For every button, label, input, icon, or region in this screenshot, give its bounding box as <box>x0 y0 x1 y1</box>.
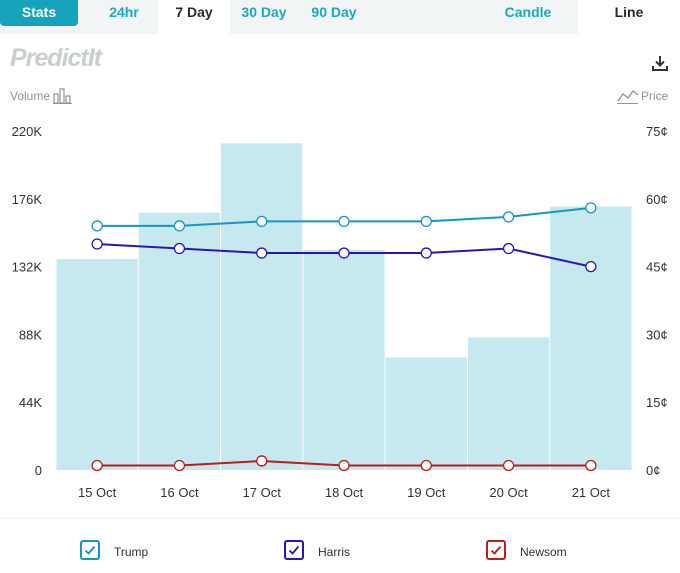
series-point-newsom <box>338 459 350 472</box>
tab-30-day[interactable]: 30 Day <box>241 4 287 20</box>
volume-bar <box>56 258 138 470</box>
series-point-newsom <box>585 459 597 472</box>
series-point-harris <box>173 242 186 255</box>
price-tick-label: 60¢ <box>646 192 668 207</box>
series-point-newsom <box>91 459 103 472</box>
legend-label: Newsom <box>520 545 567 559</box>
checkmark-icon <box>84 545 96 555</box>
price-axis-label: Price <box>641 89 669 103</box>
period-tab-bar: Stats 24hr 7 Day 30 Day 90 Day Candle Li… <box>0 0 680 34</box>
legend-label: Harris <box>318 545 350 559</box>
x-tick-label: 16 Oct <box>160 485 199 500</box>
volume-bar <box>138 212 221 470</box>
series-point-harris <box>338 247 350 259</box>
volume-bar <box>467 337 550 470</box>
x-tick-label: 19 Oct <box>407 485 446 500</box>
price-tick-label: 45¢ <box>646 260 668 275</box>
tab-24hr[interactable]: 24hr <box>109 4 139 20</box>
series-point-harris <box>256 247 268 259</box>
x-tick-label: 17 Oct <box>243 485 282 500</box>
tab-7-day[interactable]: 7 Day <box>158 0 230 34</box>
volume-bar <box>221 143 303 470</box>
checkmark-icon <box>490 545 502 555</box>
volume-tick-label: 132K <box>12 260 43 275</box>
series-point-harris <box>585 260 597 273</box>
legend-label: Trump <box>114 545 149 559</box>
series-point-harris <box>502 242 515 255</box>
series-point-trump <box>173 220 186 232</box>
price-tick-label: 0¢ <box>646 463 660 478</box>
series-point-newsom <box>256 455 268 467</box>
volume-tick-label: 0 <box>35 463 42 478</box>
price-tick-label: 15¢ <box>646 395 668 410</box>
predictit-logo: PredictIt <box>10 44 102 72</box>
series-point-trump <box>256 215 268 228</box>
volume-tick-label: 220K <box>12 124 43 139</box>
x-tick-label: 15 Oct <box>78 485 117 500</box>
tab-candle[interactable]: Candle <box>480 0 576 26</box>
download-icon[interactable] <box>650 53 670 73</box>
tab-90-day[interactable]: 90 Day <box>311 4 357 20</box>
legend <box>0 518 680 573</box>
series-point-newsom <box>502 459 515 472</box>
series-point-trump <box>420 215 432 228</box>
price-tick-label: 75¢ <box>646 124 668 139</box>
volume-tick-label: 88K <box>19 327 42 342</box>
legend-checkbox[interactable] <box>80 540 100 560</box>
x-tick-label: 21 Oct <box>572 485 611 500</box>
series-point-newsom <box>173 459 186 472</box>
price-volume-chart: 0 44K 88K 132K 176K 220K 0¢ 15¢ 30¢ 45¢ 60¢ 75¢ 15 O… <box>12 124 668 500</box>
series-point-trump <box>502 211 515 223</box>
volume-axis-label: Volume <box>10 89 51 103</box>
legend-checkbox[interactable] <box>284 540 304 560</box>
series-point-newsom <box>420 459 432 472</box>
tab-stats[interactable]: Stats <box>0 0 78 26</box>
line-chart-icon <box>617 88 639 109</box>
bar-chart-icon <box>53 88 73 109</box>
x-tick-label: 20 Oct <box>489 485 528 500</box>
volume-tick-label: 176K <box>12 192 43 207</box>
volume-bar <box>385 357 467 470</box>
volume-bar <box>303 249 385 470</box>
volume-bar <box>550 206 632 470</box>
checkmark-icon <box>288 545 300 555</box>
series-point-trump <box>338 215 350 228</box>
series-point-harris <box>91 238 103 250</box>
tab-line[interactable]: Line <box>578 0 680 34</box>
series-point-trump <box>91 220 103 232</box>
price-tick-label: 30¢ <box>646 327 668 342</box>
volume-tick-label: 44K <box>19 395 42 410</box>
x-tick-label: 18 Oct <box>325 485 364 500</box>
series-point-trump <box>585 202 597 214</box>
series-point-harris <box>420 247 432 259</box>
legend-checkbox[interactable] <box>486 540 506 560</box>
